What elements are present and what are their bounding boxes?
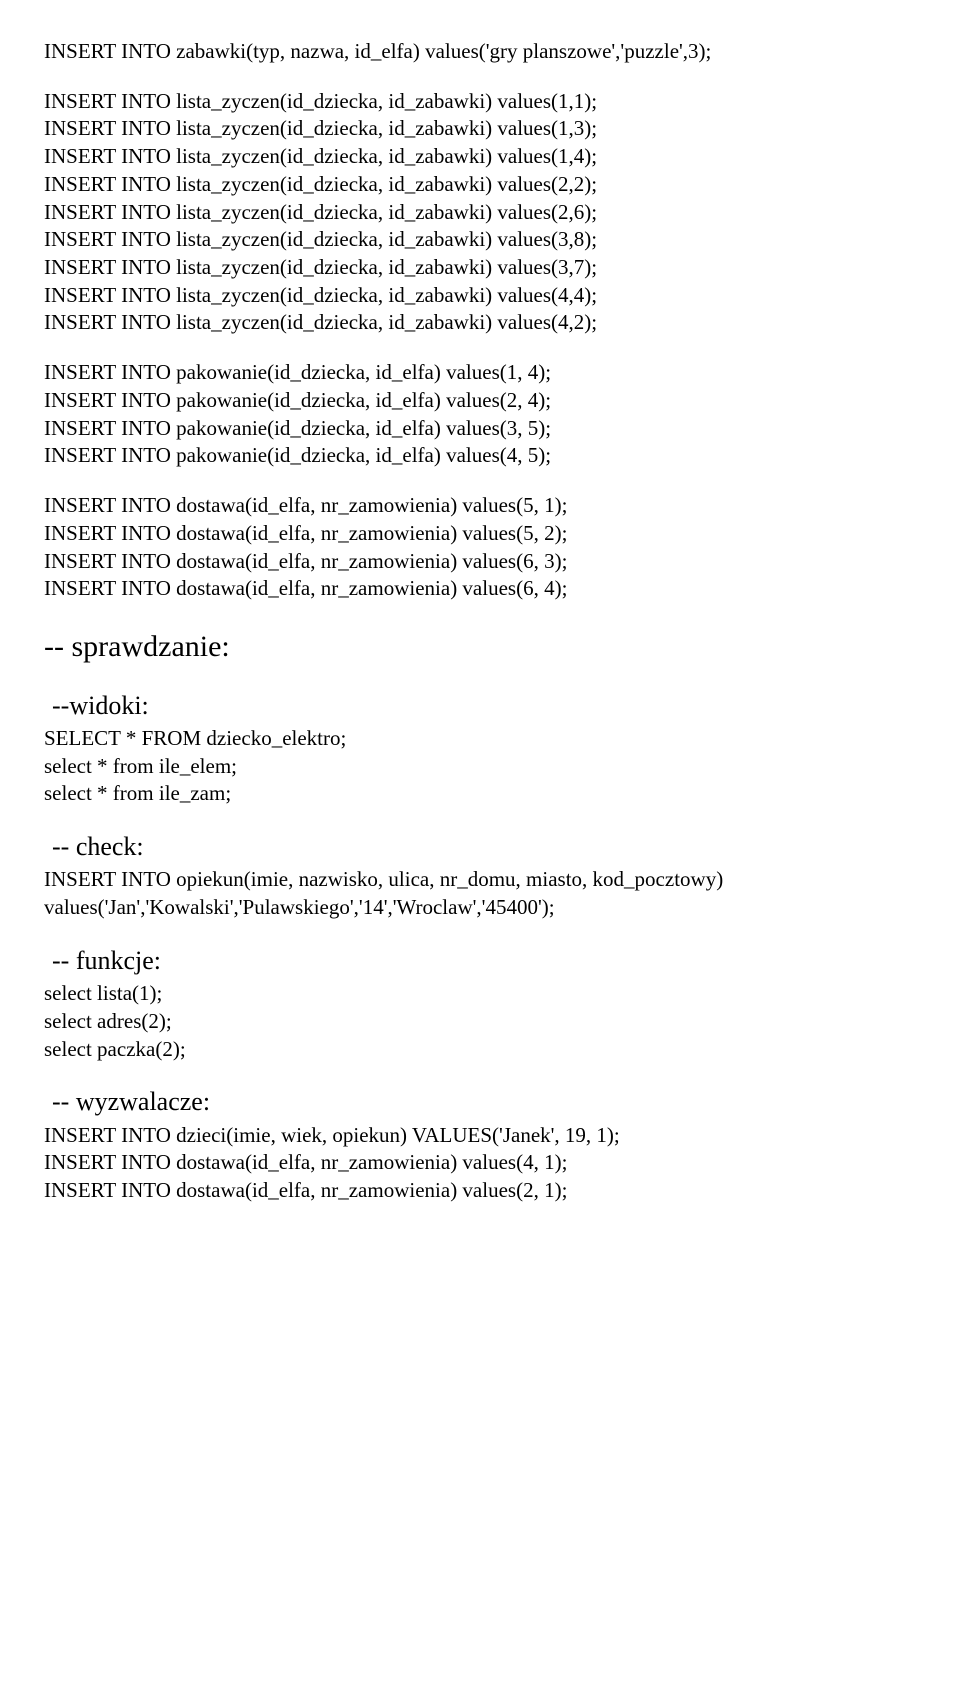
- code-line: INSERT INTO dostawa(id_elfa, nr_zamowien…: [44, 492, 916, 520]
- code-line: INSERT INTO dzieci(imie, wiek, opiekun) …: [44, 1122, 916, 1150]
- code-line: INSERT INTO pakowanie(id_dziecka, id_elf…: [44, 442, 916, 470]
- code-block-pakowanie: INSERT INTO pakowanie(id_dziecka, id_elf…: [44, 359, 916, 470]
- code-block-wyzwalacze: INSERT INTO dzieci(imie, wiek, opiekun) …: [44, 1122, 916, 1205]
- heading-check: -- check:: [44, 830, 916, 864]
- code-line: INSERT INTO opiekun(imie, nazwisko, ulic…: [44, 866, 916, 894]
- code-block-check: INSERT INTO opiekun(imie, nazwisko, ulic…: [44, 866, 916, 921]
- code-line: INSERT INTO dostawa(id_elfa, nr_zamowien…: [44, 1149, 916, 1177]
- code-line: INSERT INTO lista_zyczen(id_dziecka, id_…: [44, 199, 916, 227]
- code-line: INSERT INTO dostawa(id_elfa, nr_zamowien…: [44, 575, 916, 603]
- code-line: INSERT INTO lista_zyczen(id_dziecka, id_…: [44, 115, 916, 143]
- code-line: INSERT INTO lista_zyczen(id_dziecka, id_…: [44, 88, 916, 116]
- code-block-funkcje: select lista(1); select adres(2); select…: [44, 980, 916, 1063]
- code-line: INSERT INTO pakowanie(id_dziecka, id_elf…: [44, 359, 916, 387]
- code-line: INSERT INTO dostawa(id_elfa, nr_zamowien…: [44, 548, 916, 576]
- code-line: INSERT INTO lista_zyczen(id_dziecka, id_…: [44, 226, 916, 254]
- code-line: INSERT INTO dostawa(id_elfa, nr_zamowien…: [44, 520, 916, 548]
- heading-widoki: --widoki:: [44, 689, 916, 723]
- code-line: INSERT INTO zabawki(typ, nazwa, id_elfa)…: [44, 38, 916, 66]
- code-line: select lista(1);: [44, 980, 916, 1008]
- code-line: select adres(2);: [44, 1008, 916, 1036]
- heading-wyzwalacze: -- wyzwalacze:: [44, 1085, 916, 1119]
- code-line: select * from ile_zam;: [44, 780, 916, 808]
- code-line: select * from ile_elem;: [44, 753, 916, 781]
- code-line: INSERT INTO pakowanie(id_dziecka, id_elf…: [44, 415, 916, 443]
- heading-funkcje: -- funkcje:: [44, 944, 916, 978]
- code-block-widoki: SELECT * FROM dziecko_elektro; select * …: [44, 725, 916, 808]
- code-line: INSERT INTO pakowanie(id_dziecka, id_elf…: [44, 387, 916, 415]
- code-line: select paczka(2);: [44, 1036, 916, 1064]
- code-block-zabawki: INSERT INTO zabawki(typ, nazwa, id_elfa)…: [44, 38, 916, 66]
- code-line: INSERT INTO lista_zyczen(id_dziecka, id_…: [44, 254, 916, 282]
- code-line: INSERT INTO lista_zyczen(id_dziecka, id_…: [44, 309, 916, 337]
- code-line: SELECT * FROM dziecko_elektro;: [44, 725, 916, 753]
- code-line: INSERT INTO lista_zyczen(id_dziecka, id_…: [44, 143, 916, 171]
- code-block-dostawa: INSERT INTO dostawa(id_elfa, nr_zamowien…: [44, 492, 916, 603]
- code-line: INSERT INTO lista_zyczen(id_dziecka, id_…: [44, 282, 916, 310]
- code-line: INSERT INTO dostawa(id_elfa, nr_zamowien…: [44, 1177, 916, 1205]
- heading-sprawdzanie: -- sprawdzanie:: [44, 627, 916, 667]
- code-block-lista-zyczen: INSERT INTO lista_zyczen(id_dziecka, id_…: [44, 88, 916, 337]
- code-line: INSERT INTO lista_zyczen(id_dziecka, id_…: [44, 171, 916, 199]
- code-line: values('Jan','Kowalski','Pulawskiego','1…: [44, 894, 916, 922]
